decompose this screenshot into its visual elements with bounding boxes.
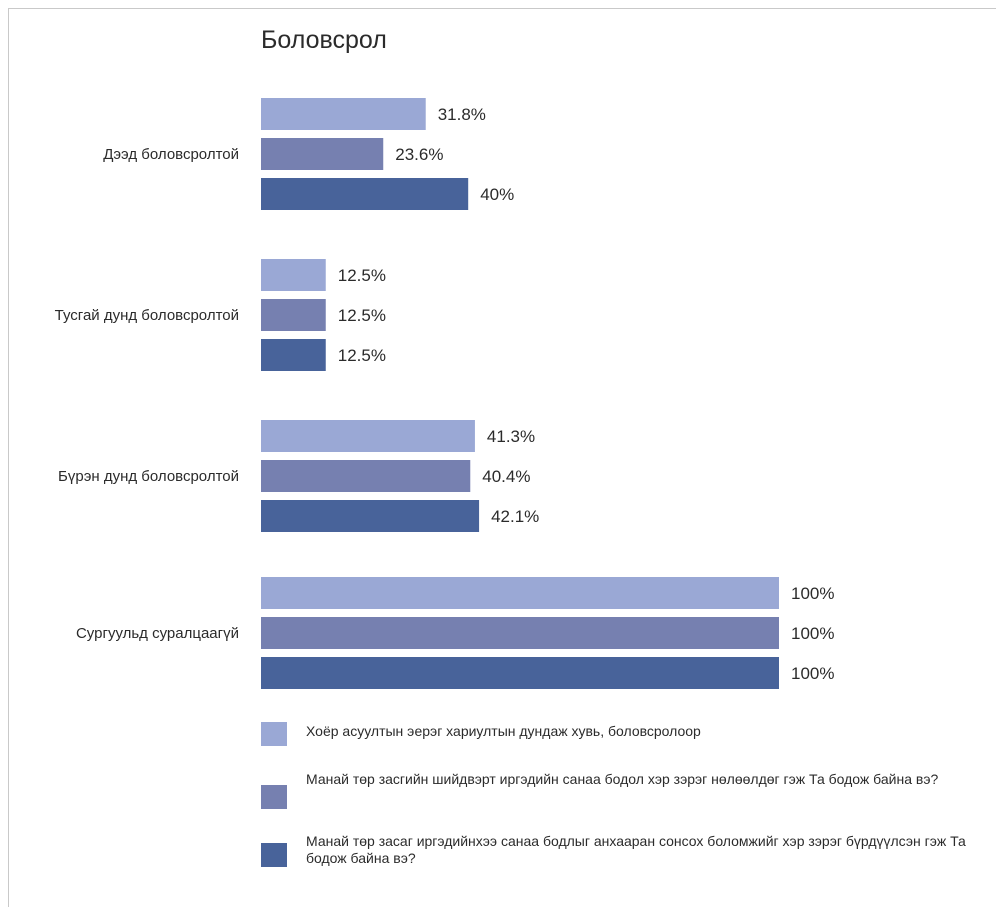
bar-series-1 [261,259,326,291]
data-label: 23.6% [395,145,443,164]
bar-series-2 [261,617,779,649]
legend-swatch-3 [261,843,287,867]
chart-title: Боловсрол [261,26,387,54]
bar-series-3 [261,657,779,689]
data-label: 100% [791,624,834,643]
bar-series-1 [261,420,475,452]
legend-label-1: Хоёр асуултын эерэг хариултын дундаж хув… [306,723,701,739]
data-label: 100% [791,664,834,683]
data-label: 12.5% [338,266,386,285]
bar-series-2 [261,299,326,331]
frame-top-border [8,8,996,9]
bar-series-3 [261,178,469,210]
frame-left-border [8,8,9,907]
data-label: 40% [480,185,514,204]
bar-chart: Дээд боловсролтой 31.8% 23.6% 40% Тусгай дун… [55,98,834,689]
data-label: 31.8% [438,105,486,124]
legend-label-2: Манай төр засгийн шийдвэрт иргэдийн сана… [306,771,939,787]
category-label: Тусгай дунд боловсролтой [55,307,239,324]
bar-series-2 [261,138,384,170]
bar-series-3 [261,339,326,371]
data-label: 12.5% [338,306,386,325]
data-label: 100% [791,584,834,603]
legend-swatch-1 [261,722,287,746]
data-label: 12.5% [338,346,386,365]
bar-series-2 [261,460,471,492]
category-label: Дээд боловсролтой [103,146,239,163]
data-label: 42.1% [491,507,539,526]
bar-series-1 [261,98,426,130]
data-label: 40.4% [482,467,530,486]
category-label: Сургуульд суралцаагүй [76,625,239,642]
bar-series-1 [261,577,779,609]
bar-series-3 [261,500,480,532]
legend-label-3: Манай төр засаг иргэдийнхээ санаа бодлыг… [306,833,966,866]
category-label: Бүрэн дунд боловсролтой [58,468,239,485]
legend-swatch-2 [261,785,287,809]
data-label: 41.3% [487,427,535,446]
